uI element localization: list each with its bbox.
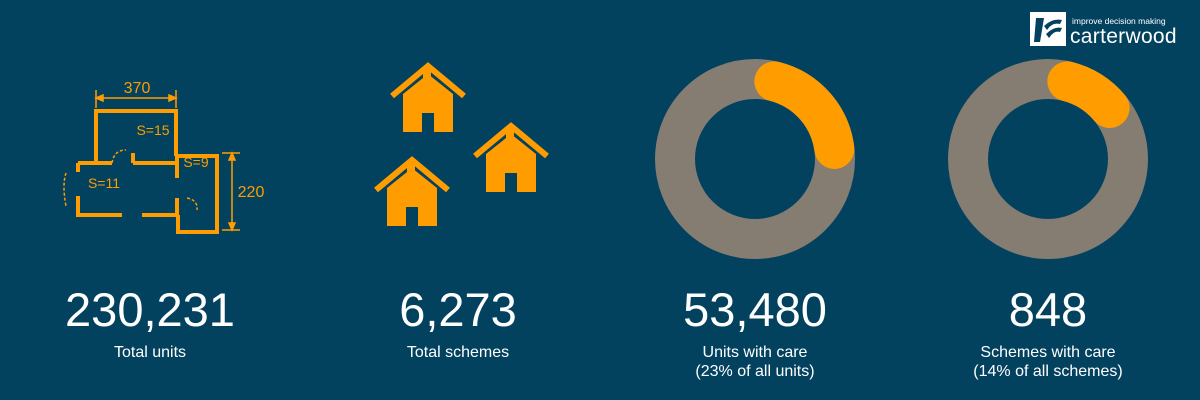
stat-label: Schemes with care (14% of all schemes) (973, 344, 1123, 380)
carterwood-logo: improve decision making carterwood (1030, 10, 1190, 50)
house-icon (475, 126, 547, 192)
house-icon (376, 160, 448, 226)
stat-value: 230,231 (65, 283, 235, 336)
stat-label: Total units (113, 344, 187, 361)
donut-arc (754, 61, 855, 169)
stat-value: 53,480 (683, 283, 827, 336)
carterwood-logo-icon (1030, 12, 1066, 46)
floorplan-height-label: 220 (238, 184, 265, 201)
floorplan-room-label: S=9 (183, 154, 209, 170)
stat-label: Total schemes (406, 344, 510, 361)
stat-value: 6,273 (399, 283, 517, 336)
units-care-donut (655, 59, 855, 259)
stat-total-units: 370 220 S=15 S=9 S=11 230,231 Total unit… (0, 0, 300, 400)
floorplan-icon: 370 220 S=15 S=9 S=11 (63, 80, 265, 234)
stat-label: Units with care (23% of all units) (695, 344, 815, 380)
stat-schemes-with-care: 848 Schemes with care (14% of all scheme… (898, 0, 1198, 400)
stat-units-with-care: 53,480 Units with care (23% of all units… (605, 0, 905, 400)
donut-arc (1047, 61, 1130, 129)
floorplan-width-label: 370 (124, 80, 151, 97)
schemes-care-donut (948, 59, 1148, 259)
floorplan-room-label: S=15 (136, 122, 169, 138)
stat-value: 848 (1008, 283, 1088, 336)
logo-name: carterwood (1070, 25, 1177, 48)
logo-tagline: improve decision making (1072, 16, 1166, 26)
stat-total-schemes: 6,273 Total schemes (308, 0, 608, 400)
house-icon (392, 66, 464, 132)
floorplan-room-label: S=11 (88, 175, 120, 191)
houses-icon (308, 0, 608, 260)
